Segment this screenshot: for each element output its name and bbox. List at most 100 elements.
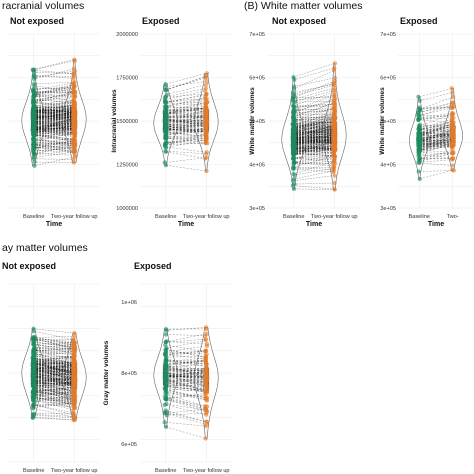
pair-line — [165, 137, 207, 141]
pair-line — [165, 77, 207, 90]
pair-line — [33, 151, 75, 158]
pair-line — [165, 395, 207, 409]
y-tick-label: 3e+05 — [380, 206, 396, 212]
panel-icv-exposed: Exposed 1000000 1250000 1500000 1750000 20000… — [111, 16, 232, 228]
pair-line — [165, 137, 207, 143]
pair-line — [293, 90, 335, 103]
data-point — [332, 180, 337, 186]
data-point — [451, 156, 456, 161]
pair-line — [419, 152, 453, 159]
data-point — [73, 154, 78, 160]
data-point — [162, 117, 167, 122]
pair-line — [165, 357, 207, 362]
data-point — [292, 147, 297, 152]
points-baseline — [162, 82, 169, 168]
pair-line — [33, 385, 75, 399]
pair-line — [419, 138, 453, 149]
data-point — [72, 375, 78, 381]
data-point — [163, 129, 168, 134]
pair-line — [33, 351, 75, 357]
pair-line — [165, 368, 207, 370]
x-axis-title: Time — [428, 221, 444, 228]
data-point — [291, 155, 296, 160]
data-point — [203, 391, 208, 396]
pair-line — [33, 417, 75, 421]
data-point — [203, 370, 208, 375]
data-point — [331, 169, 336, 175]
y-tick-label: 3e+05 — [249, 206, 265, 212]
data-point — [32, 137, 37, 142]
pair-line — [33, 124, 75, 127]
pair-line — [165, 129, 207, 131]
data-point — [291, 160, 296, 165]
pair-line — [33, 414, 75, 417]
data-point — [71, 414, 77, 419]
data-point — [31, 329, 36, 334]
data-point — [450, 147, 455, 153]
pair-line — [33, 142, 75, 153]
y-axis-label: White matter volumes — [379, 87, 386, 155]
pair-line — [33, 82, 75, 91]
pair-line — [165, 382, 207, 393]
data-point — [32, 100, 37, 106]
plot-area — [409, 86, 463, 182]
data-point — [291, 123, 296, 129]
pair-line — [33, 360, 75, 366]
data-point — [71, 351, 77, 356]
pair-line — [419, 145, 453, 151]
y-tick-label: 5e+05 — [249, 119, 265, 125]
data-point — [163, 87, 168, 92]
pair-line — [165, 107, 207, 112]
data-point — [72, 358, 78, 363]
panel-title: Exposed — [134, 261, 172, 271]
data-point — [203, 357, 208, 362]
pair-line — [33, 139, 75, 147]
pair-line — [33, 344, 75, 349]
data-point — [204, 387, 210, 392]
data-point — [163, 358, 168, 363]
data-point — [292, 182, 297, 187]
x-tick-label: Two- — [447, 214, 459, 220]
pair-line — [165, 108, 207, 114]
pair-line — [165, 129, 207, 131]
data-point — [71, 120, 76, 125]
pair-line — [165, 128, 207, 136]
data-point — [31, 359, 36, 364]
pair-line — [33, 395, 75, 401]
pair-line — [293, 160, 335, 165]
pair-line — [33, 335, 75, 338]
data-point — [204, 412, 209, 417]
pair-line — [165, 366, 207, 379]
pair-line — [293, 125, 335, 132]
pair-line — [419, 118, 453, 130]
pair-line — [293, 175, 335, 181]
data-point — [71, 418, 76, 423]
grid-lines — [140, 33, 232, 209]
pair-line — [165, 397, 207, 411]
pair-line — [165, 368, 207, 371]
panel-title: Not exposed — [272, 16, 326, 26]
pair-line — [419, 162, 453, 166]
pair-line — [33, 391, 75, 399]
pair-line — [33, 131, 75, 143]
data-point — [331, 98, 336, 103]
data-point — [163, 386, 168, 391]
pair-line — [293, 157, 335, 163]
pair-line — [419, 144, 453, 150]
data-point — [203, 95, 208, 100]
pair-line — [33, 68, 75, 80]
pair-line — [165, 378, 207, 392]
pair-line — [293, 188, 335, 190]
pair-line — [33, 354, 75, 365]
pair-line — [293, 170, 335, 180]
pair-line — [165, 390, 207, 399]
pair-line — [165, 361, 207, 367]
data-point — [417, 98, 422, 103]
pair-line — [419, 138, 453, 146]
pair-line — [165, 412, 207, 425]
pair-line — [165, 360, 207, 365]
pair-line — [165, 125, 207, 129]
data-point — [31, 369, 36, 374]
pair-line — [33, 144, 75, 152]
data-point — [32, 163, 37, 168]
